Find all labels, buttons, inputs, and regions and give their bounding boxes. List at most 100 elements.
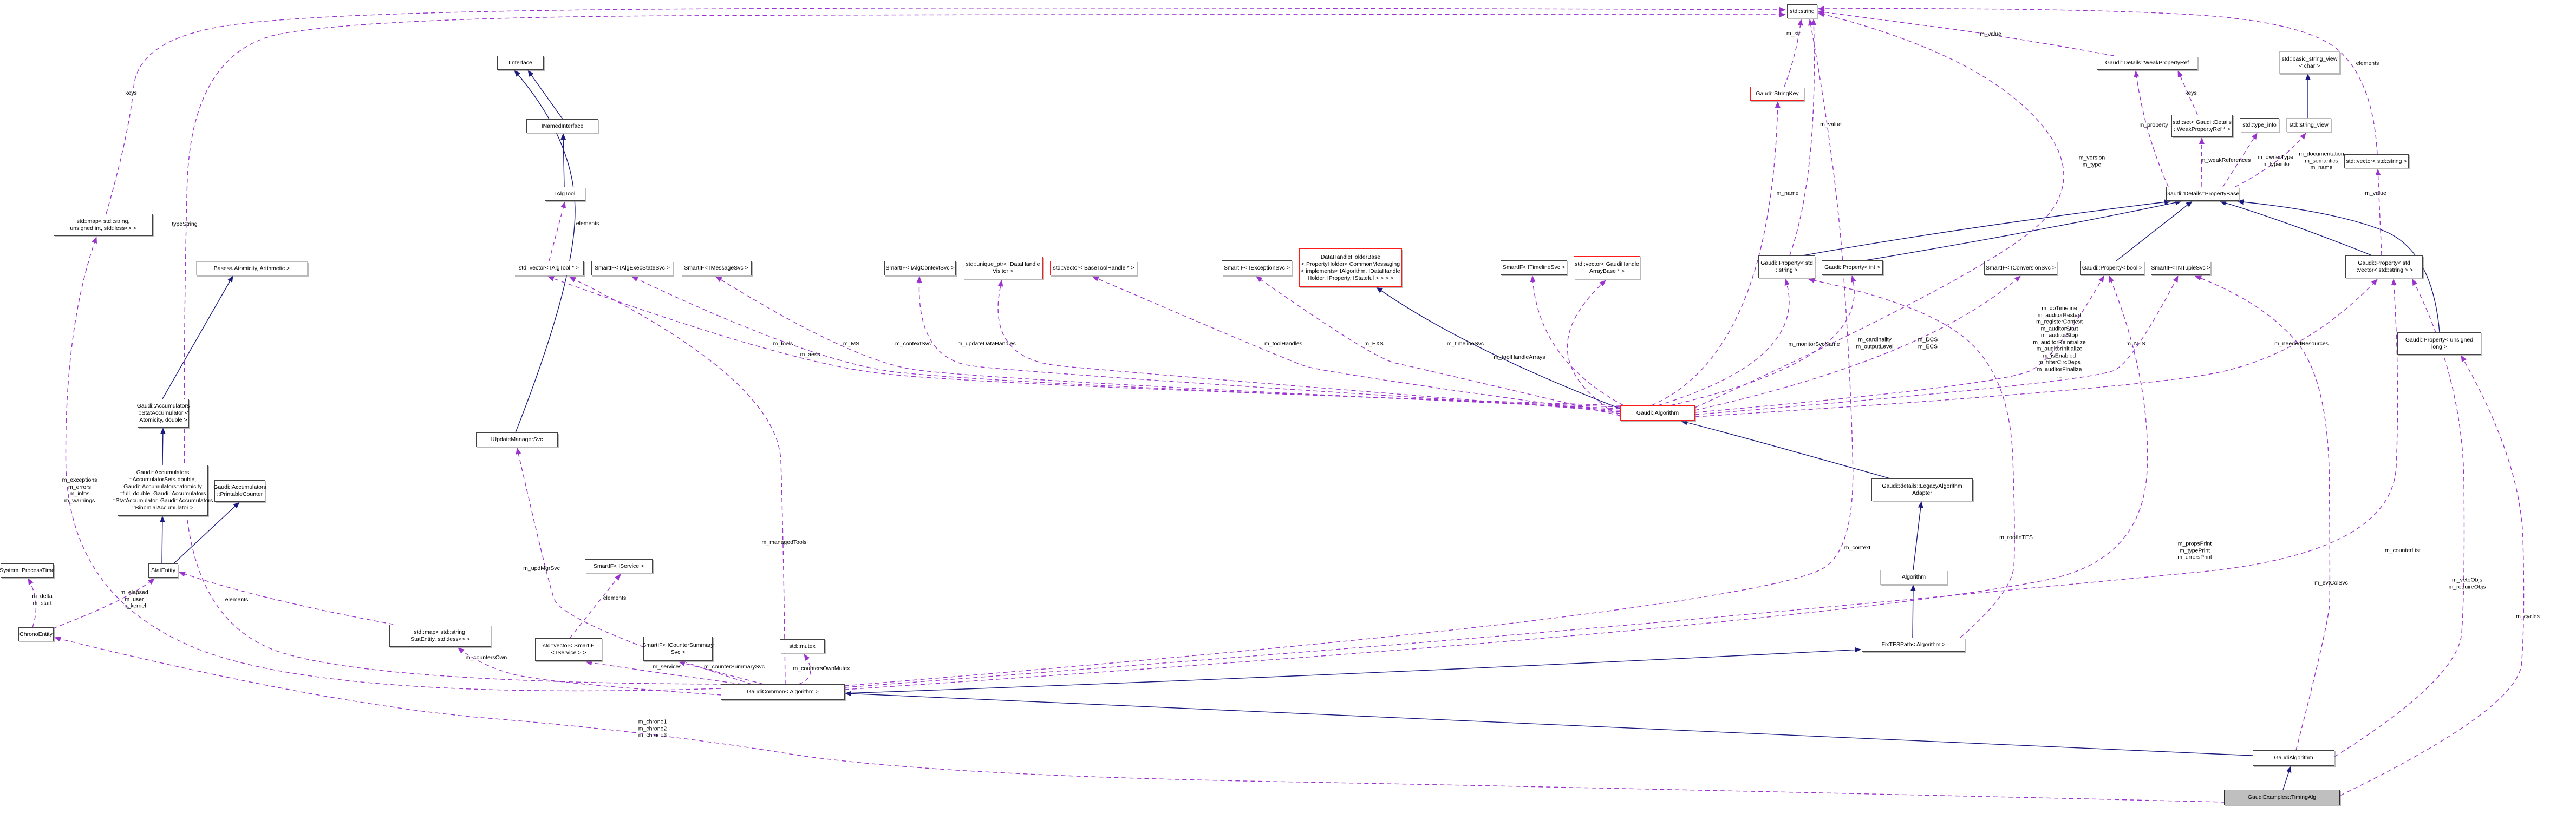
edge-u-m_context [844, 19, 1854, 686]
node-gaudicommon[interactable]: GaudiCommon< Algorithm > [721, 684, 845, 700]
edge-u-m_aess [631, 276, 1621, 408]
edge-label-m_tools: m_tools [773, 340, 793, 347]
edge-u-m_toolHandles [1092, 276, 1621, 414]
edge-label-m_MS: m_MS [843, 340, 860, 347]
node-prop_vecstr[interactable]: Gaudi::Property< std::vector< std::strin… [2345, 255, 2423, 278]
node-sif_msg[interactable]: SmartIF< IMessageSvc > [681, 261, 752, 275]
node-prop_ulong[interactable]: Gaudi::Property< unsigned long > [2397, 332, 2481, 355]
edge-u-elements-vecstr [1818, 5, 2378, 155]
edge-u-keys-right [2177, 70, 2198, 115]
edge-label-keys-right: keys [2185, 89, 2197, 96]
node-algorithm_shim[interactable]: Algorithm [1880, 570, 1947, 585]
edge-u-m_updateDataHandles [997, 280, 1621, 412]
node-set_weakpropref[interactable]: std::set< Gaudi::Details::WeakPropertyRe… [2171, 115, 2233, 137]
edge-label-m_value-propstr: m_value [1820, 121, 1842, 128]
node-vec_sif_iservice[interactable]: std::vector< SmartIF < IService > > [535, 638, 602, 661]
edge-label-m_str: m_str [1786, 30, 1801, 37]
edge-u-m_str [1784, 19, 1803, 87]
edge-u-m_exceptions [65, 237, 721, 692]
edge-label-m_cardinality-m_outputLevel: m_cardinality m_outputLevel [1856, 336, 1894, 350]
node-sif_ntuple[interactable]: SmartIF< INTupleSvc > [2151, 261, 2210, 275]
node-basic_string_view[interactable]: std::basic_string_view < char > [2279, 51, 2340, 74]
edge-label-m_delta-m_start: m_delta m_start [32, 593, 53, 607]
edge-u-elements-iservice [569, 574, 621, 639]
edge-statentity-printable [173, 502, 240, 564]
edge-u-elements-statentity [179, 571, 401, 626]
node-prop_bool[interactable]: Gaudi::Property< bool > [2080, 261, 2144, 275]
edge-algorithm-legacy [1913, 501, 1923, 570]
edge-label-m_toolHandleArrays: m_toolHandleArrays [1494, 353, 1545, 360]
edge-u-m_elapsed [53, 578, 155, 629]
node-uptr_dhv[interactable]: std::unique_ptr< IDataHandle Visitor > [963, 257, 1043, 279]
edge-propbool-propertybase [2116, 201, 2193, 261]
node-dhhb[interactable]: DataHandleHolderBase < PropertyHolder< Co… [1299, 248, 1402, 287]
edge-u-m_toolHandleArrays [1567, 280, 1628, 421]
edge-u-auditors [1694, 275, 2104, 413]
node-iupdatemgrsvc[interactable]: IUpdateManagerSvc [476, 432, 558, 447]
node-string[interactable]: std::string [1787, 4, 1817, 18]
edge-u-m_timelineSvc [1530, 275, 1624, 406]
edge-label-m_DCS-m_ECS: m_DCS m_ECS [1918, 336, 1938, 350]
node-bases[interactable]: Bases< Atomicity, Arithmetic > [196, 261, 308, 275]
node-legacy[interactable]: Gaudi::details::LegacyAlgorithm Adapter [1871, 478, 1973, 501]
node-weakpropref[interactable]: Gaudi::Details::WeakPropertyRef [2097, 56, 2197, 70]
node-type_info[interactable]: std::type_info [2240, 118, 2279, 132]
node-printable[interactable]: Gaudi::Accumulators::PrintableCounter [213, 480, 266, 502]
node-string_view[interactable]: std::string_view [2286, 118, 2331, 132]
edge-label-m_updMgrSvc: m_updMgrSvc [523, 565, 560, 572]
node-sif_iservice[interactable]: SmartIF< IService > [585, 559, 653, 573]
node-statentity[interactable]: StatEntity [148, 563, 178, 578]
edge-u-elements-ialgtool [549, 201, 566, 261]
edge-u-m_cardinality [1670, 275, 1856, 406]
edge-label-m_chrono-list: m_chrono1 m_chrono2 m_chrono3 [638, 718, 667, 739]
node-sif_algexec[interactable]: SmartIF< IAlgExecStateSvc > [591, 261, 673, 275]
node-stringkey[interactable]: Gaudi::StringKey [1750, 87, 1804, 101]
node-prop_string[interactable]: Gaudi::Property< std::string > [1758, 255, 1815, 278]
node-vec_ghab[interactable]: std::vector< GaudiHandle ArrayBase * > [1574, 256, 1640, 279]
edge-label-m_timelineSvc: m_timelineSvc [1446, 340, 1484, 347]
node-vec_ialgtool[interactable]: std::vector< IAlgTool * > [514, 261, 584, 275]
edge-label-m_documentation: m_documentation m_semantics m_name [2299, 150, 2344, 171]
node-prop_int[interactable]: Gaudi::Property< int > [1822, 260, 1883, 275]
node-sif_conv[interactable]: SmartIF< IConversionSvc > [1984, 261, 2057, 275]
node-sif_css[interactable]: SmartIF< ICounterSummary Svc > [642, 637, 714, 661]
edge-legacy-gaudialg [1681, 419, 1890, 479]
edge-u-m_cycles [2339, 355, 2525, 796]
edge-label-m_vetoObjs-m_requireObjs: m_vetoObjs m_requireObjs [2448, 576, 2486, 591]
edge-u-m_weakReferences [2199, 137, 2205, 187]
node-iinterface[interactable]: IInterface [497, 56, 544, 70]
node-propertybase[interactable]: Gaudi::Details::PropertyBase [2166, 187, 2239, 201]
edge-propint-propertybase [1865, 200, 2182, 261]
node-mutex[interactable]: std::mutex [780, 639, 825, 653]
node-inamedinterface[interactable]: INamedInterface [526, 119, 598, 133]
node-processtime[interactable]: System::ProcessTime [0, 563, 55, 578]
edge-label-m_version-m_type: m_version m_type [2078, 154, 2105, 168]
edge-label-elements-statentity: elements [225, 596, 249, 603]
node-sif_algctx[interactable]: SmartIF< IAlgContextSvc > [884, 261, 956, 275]
node-statacc[interactable]: Gaudi::Accumulators::StatAccumulator < At… [137, 399, 190, 428]
edge-label-m_counterSummarySvc: m_counterSummarySvc [703, 663, 765, 670]
edge-label-m_value-wpr: m_value [1980, 30, 2001, 37]
edge-label-m_property: m_property [2139, 121, 2168, 128]
node-sif_exc[interactable]: SmartIF< IExceptionSvc > [1222, 260, 1292, 275]
edge-u-m_DCS [1694, 275, 2021, 411]
edge-label-m_EXS: m_EXS [1364, 340, 1384, 347]
edge-u-m_MS [715, 276, 1621, 409]
node-map_string_uint[interactable]: std::map< std::string, unsigned int, std:… [54, 214, 153, 236]
edge-gaudialg-dhhb [1376, 287, 1621, 409]
node-chronoentity[interactable]: ChronoEntity [18, 627, 54, 641]
node-gaudialgorithm[interactable]: GaudiAlgorithm [2253, 750, 2334, 766]
edge-u-m_vetoObjs [2334, 279, 2465, 757]
edge-gaudialgorithm-gaudicommon [845, 691, 2253, 756]
node-vector_string[interactable]: std::vector< std::string > [2344, 154, 2409, 168]
node-timingalg[interactable]: GaudiExamples::TimingAlg [2224, 790, 2340, 805]
edge-u-m_NTS [1694, 275, 2179, 415]
node-fixtespath[interactable]: FixTESPath< Algorithm > [1862, 638, 1965, 652]
node-sif_timeline[interactable]: SmartIF< ITimelineSvc > [1501, 260, 1567, 275]
node-gaudi_algorithm[interactable]: Gaudi::Algorithm [1620, 405, 1695, 421]
node-map_statentity[interactable]: std::map< std::string, StatEntity, std::l… [389, 625, 491, 647]
node-vec_bth[interactable]: std::vector< BaseToolHandle * > [1050, 261, 1137, 275]
node-accset[interactable]: Gaudi::Accumulators::AccumulatorSet< dou… [113, 465, 213, 516]
node-ialgtool[interactable]: IAlgTool [545, 187, 585, 201]
